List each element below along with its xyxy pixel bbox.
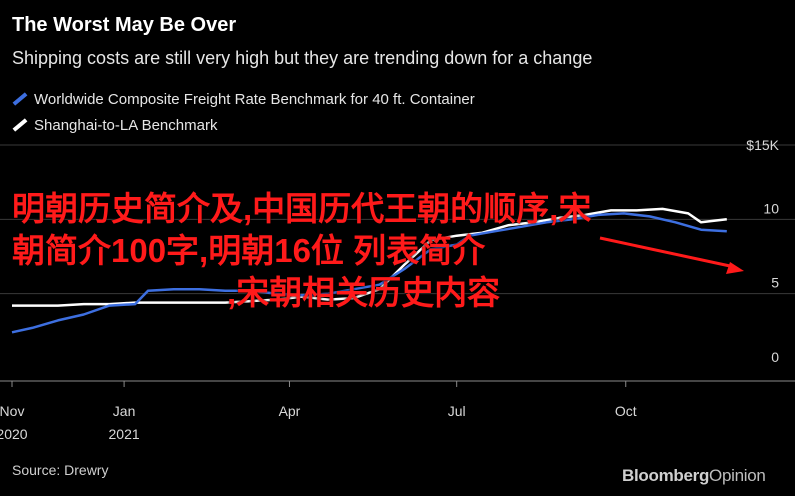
legend: Worldwide Composite Freight Rate Benchma… xyxy=(12,86,475,138)
legend-item-worldwide: Worldwide Composite Freight Rate Benchma… xyxy=(12,86,475,112)
x-tick-label-2-0: Apr xyxy=(279,403,301,419)
brand-main: Bloomberg xyxy=(622,466,710,485)
x-tick-label-1-0: Jan xyxy=(113,403,136,419)
x-tick-label-4-0: Oct xyxy=(615,403,637,419)
legend-label-shanghai: Shanghai-to-LA Benchmark xyxy=(34,116,218,134)
y-tick-label-15: $15K xyxy=(746,137,779,153)
chart-title: The Worst May Be Over xyxy=(12,14,237,36)
series-line-0 xyxy=(11,212,727,334)
y-axis: 0 5 10 $15K xyxy=(746,137,779,365)
source-note: Source: Drewry xyxy=(12,462,109,478)
legend-item-shanghai: Shanghai-to-LA Benchmark xyxy=(12,112,475,138)
brand-sub: Opinion xyxy=(709,466,766,485)
x-axis: Nov 2020 Jan 2021 Apr Jul Oct xyxy=(0,380,795,442)
overlay-watermark-text: 明朝历史简介及,中国历代王朝的顺序,宋 朝简介100字,明朝16位 列表简介 ,… xyxy=(12,188,752,314)
y-tick-label-5: 5 xyxy=(771,275,779,291)
y-tick-label-10: 10 xyxy=(763,200,779,216)
overlay-line-3: ,宋朝相关历史内容 xyxy=(227,274,501,311)
chart-subtitle: Shipping costs are still very high but t… xyxy=(12,48,593,68)
x-tick-label-3-0: Jul xyxy=(448,403,466,419)
series-lines xyxy=(11,207,727,334)
brand-logo: BloombergOpinion xyxy=(622,466,766,486)
x-tick-label-1-1: 2021 xyxy=(109,426,140,442)
x-tick-label-0-0: Nov xyxy=(0,403,24,419)
legend-label-worldwide: Worldwide Composite Freight Rate Benchma… xyxy=(34,90,475,108)
overlay-line-1: 明朝历史简介及,中国历代王朝的顺序,宋 xyxy=(12,190,592,227)
trend-arrow-group xyxy=(599,236,744,274)
trend-arrow-line xyxy=(599,236,731,268)
overlay-line-2: 朝简介100字,明朝16位 列表简介 xyxy=(12,232,486,269)
y-tick-label-0: 0 xyxy=(771,349,779,365)
trend-arrow-head xyxy=(726,262,744,274)
x-tick-label-0-1: 2020 xyxy=(0,426,28,442)
